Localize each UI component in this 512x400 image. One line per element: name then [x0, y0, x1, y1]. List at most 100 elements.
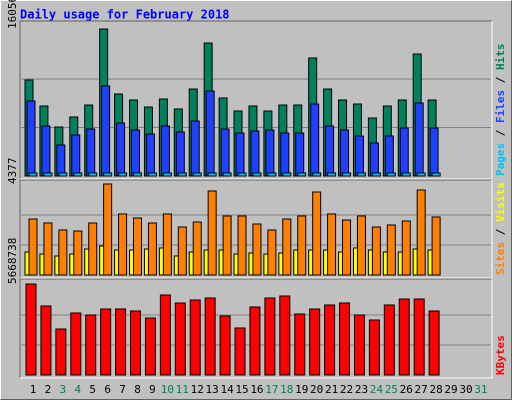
bar: [428, 310, 440, 376]
bar: [265, 129, 275, 177]
x-tick-label: 31: [474, 383, 487, 396]
bar: [55, 328, 67, 376]
y-tick-label: 4377: [6, 158, 19, 185]
bar: [100, 308, 112, 376]
bar: [431, 216, 441, 276]
bar: [43, 222, 53, 276]
bar: [399, 127, 409, 177]
x-tick-label: 28: [429, 383, 442, 396]
bar: [416, 189, 426, 276]
bar: [327, 172, 337, 177]
bar: [250, 130, 260, 177]
bar: [267, 172, 277, 177]
x-tick-label: 26: [400, 383, 413, 396]
bar: [88, 222, 98, 276]
bar: [416, 172, 426, 177]
x-tick-label: 2: [45, 383, 52, 396]
bar: [175, 131, 185, 177]
x-tick-label: 6: [104, 383, 111, 396]
bar: [282, 218, 292, 276]
bar: [280, 132, 290, 177]
bar: [342, 219, 352, 276]
bar: [118, 172, 128, 177]
bar: [429, 127, 439, 177]
bar: [340, 129, 350, 177]
bar: [414, 102, 424, 177]
legend-entry: Sites: [494, 242, 507, 275]
x-tick-label: 19: [295, 383, 308, 396]
bar: [159, 294, 171, 376]
legend-separator: /: [494, 70, 507, 90]
x-tick-label: 20: [310, 383, 323, 396]
bar: [324, 304, 336, 376]
panel-bevel: [20, 279, 493, 379]
legend-entry: Visits: [494, 182, 507, 222]
bar: [40, 305, 52, 376]
bar: [43, 172, 53, 177]
x-tick-label: 30: [459, 383, 472, 396]
bar: [115, 308, 127, 376]
bar: [103, 172, 113, 177]
bar: [353, 314, 365, 376]
x-tick-label: 12: [191, 383, 204, 396]
bar: [327, 213, 337, 276]
bar: [222, 172, 232, 177]
bar: [85, 314, 97, 376]
x-tick-label: 27: [415, 383, 428, 396]
x-tick-label: 15: [235, 383, 248, 396]
panel-bevel: [19, 20, 492, 179]
bar: [401, 172, 411, 177]
bar: [28, 172, 38, 177]
bar: [133, 217, 143, 276]
x-tick-label: 4: [74, 383, 81, 396]
bar: [103, 183, 113, 276]
x-tick-label: 13: [206, 383, 219, 396]
bar: [282, 172, 292, 177]
legend: Pages / Files / Hits: [494, 44, 507, 177]
bar: [177, 172, 187, 177]
x-tick-label: 3: [60, 383, 67, 396]
x-tick-label: 21: [325, 383, 338, 396]
x-tick-label: 5: [89, 383, 96, 396]
bar: [369, 142, 379, 177]
panel-bevel: [20, 21, 493, 180]
bar: [58, 229, 68, 276]
bar: [145, 133, 155, 177]
bar: [356, 172, 366, 177]
bar: [192, 172, 202, 177]
bar: [26, 100, 36, 177]
x-tick-label: 10: [161, 383, 174, 396]
bar: [41, 125, 51, 177]
bar: [252, 172, 262, 177]
chart-title: Daily usage for February 2018: [20, 8, 230, 22]
legend: Sites / Visits: [494, 182, 507, 275]
bar: [56, 144, 66, 177]
x-tick-label: 1: [30, 383, 37, 396]
bar: [73, 230, 83, 276]
x-tick-label: 25: [385, 383, 398, 396]
bar: [189, 299, 201, 376]
bar: [131, 129, 141, 177]
bar: [73, 172, 83, 177]
bar: [312, 172, 322, 177]
bar: [234, 327, 246, 376]
bar: [71, 134, 81, 177]
bar: [354, 135, 364, 177]
bar: [413, 298, 425, 376]
bar: [190, 120, 200, 177]
panel-bevel: [20, 180, 493, 279]
bar: [297, 172, 307, 177]
bar: [249, 306, 261, 376]
bar: [267, 229, 277, 276]
bar: [312, 191, 322, 276]
bar: [28, 218, 38, 276]
bar: [398, 298, 410, 376]
bar: [192, 221, 202, 276]
bar: [144, 317, 156, 376]
bar: [294, 313, 306, 376]
legend-separator: /: [494, 222, 507, 242]
bar: [342, 172, 352, 177]
x-tick-label: 29: [444, 383, 457, 396]
bar: [86, 128, 96, 177]
bar: [295, 132, 305, 177]
